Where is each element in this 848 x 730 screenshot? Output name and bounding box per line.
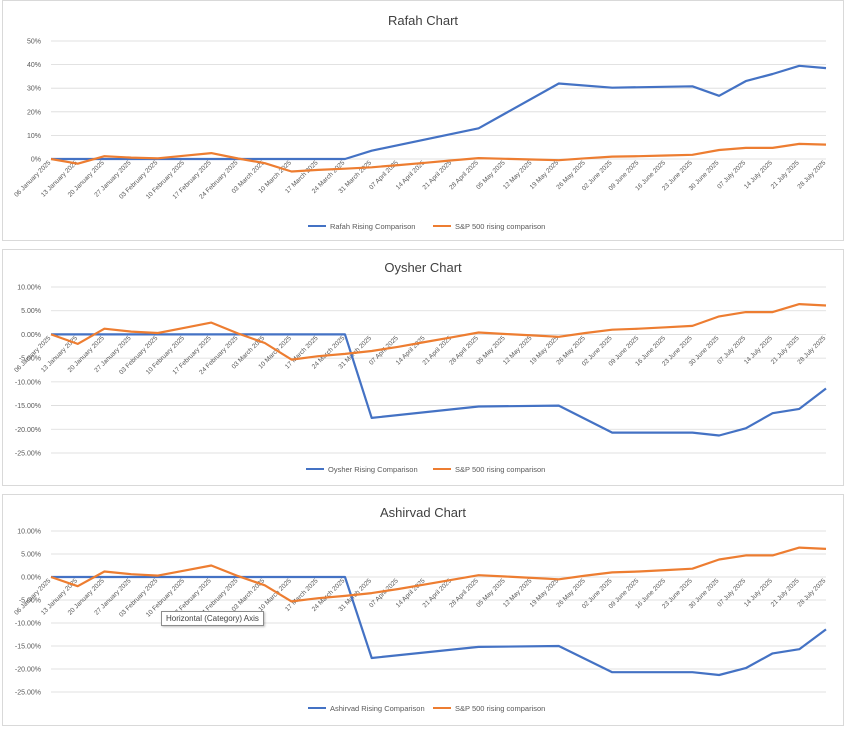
legend-label: Ashirvad Rising Comparison: [330, 704, 425, 713]
y-tick-label: 0%: [31, 157, 41, 164]
y-tick-label: -10.00%: [15, 621, 41, 628]
y-tick-label: -5.00%: [19, 356, 41, 363]
rafah-series-line-stock[interactable]: [51, 64, 827, 161]
x-tick-label: 28 July 2025: [796, 159, 827, 190]
oysher-chart-svg[interactable]: Oysher Chart 10.00% 5.00% 0.00% -5.00% -10.00…: [3, 250, 843, 485]
y-tick-label: 40%: [27, 62, 41, 69]
y-tick-label: 20%: [27, 109, 41, 116]
chart-title: Ashirvad Chart: [380, 505, 466, 520]
ashirvad-chart-svg[interactable]: Ashirvad Chart 10.00% 5.00% 0.00% -5.00% -10.…: [3, 495, 843, 725]
oysher-series-line-sp500[interactable]: [50, 302, 827, 361]
y-tick-label: 5.00%: [21, 308, 41, 315]
legend-label: S&P 500 rising comparison: [455, 704, 545, 713]
y-tick-label: -20.00%: [15, 427, 41, 434]
y-tick-label: -25.00%: [15, 451, 41, 458]
y-tick-label: 0.00%: [21, 332, 41, 339]
x-tick-label: 28 July 2025: [796, 577, 827, 608]
y-tick-label: -5.00%: [19, 598, 41, 605]
rafah-chart-panel[interactable]: Rafah Chart 50% 40% 30% 20% 10% 0% 06 January 2…: [2, 0, 844, 241]
oysher-chart-panel[interactable]: Oysher Chart 10.00% 5.00% 0.00% -5.00% -10.00…: [2, 249, 844, 486]
ashirvad-series-line-sp500[interactable]: [50, 546, 827, 603]
y-tick-label: 50%: [27, 39, 41, 46]
y-tick-label: 30%: [27, 86, 41, 93]
y-tick-label: -25.00%: [15, 690, 41, 697]
oysher-series-line-stock[interactable]: [51, 333, 827, 437]
y-tick-label: 10.00%: [17, 529, 41, 536]
chart-title: Rafah Chart: [388, 13, 458, 28]
y-tick-label: 10%: [27, 133, 41, 140]
legend-label: S&P 500 rising comparison: [455, 465, 545, 474]
legend-label: S&P 500 rising comparison: [455, 222, 545, 231]
y-tick-label: -20.00%: [15, 667, 41, 674]
x-tick-label: 28 July 2025: [796, 335, 827, 366]
ashirvad-series-line-stock[interactable]: [51, 575, 827, 677]
legend-label: Oysher Rising Comparison: [328, 465, 418, 474]
ashirvad-chart-panel[interactable]: Ashirvad Chart 10.00% 5.00% 0.00% -5.00% -10.…: [2, 494, 844, 726]
y-tick-label: 5.00%: [21, 552, 41, 559]
y-tick-label: -15.00%: [15, 403, 41, 410]
y-tick-label: -10.00%: [15, 379, 41, 386]
y-tick-label: 10.00%: [17, 285, 41, 292]
y-tick-label: 0.00%: [21, 575, 41, 582]
y-tick-label: -15.00%: [15, 644, 41, 651]
chart-title: Oysher Chart: [384, 260, 462, 275]
legend-label: Rafah Rising Comparison: [330, 222, 415, 231]
axis-tooltip: Horizontal (Category) Axis: [161, 611, 264, 626]
rafah-series-line-sp500[interactable]: [50, 142, 827, 173]
